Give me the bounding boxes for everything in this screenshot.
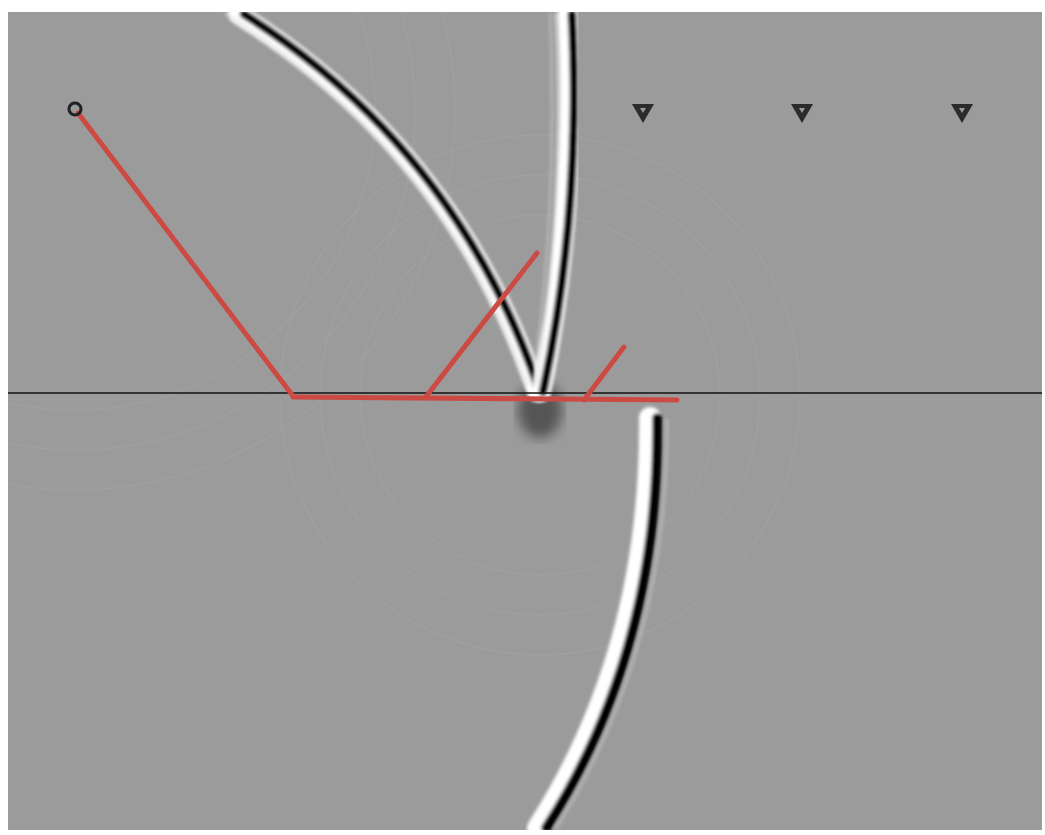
wavefield-figure	[0, 0, 1045, 835]
refracted-ray	[293, 397, 677, 400]
